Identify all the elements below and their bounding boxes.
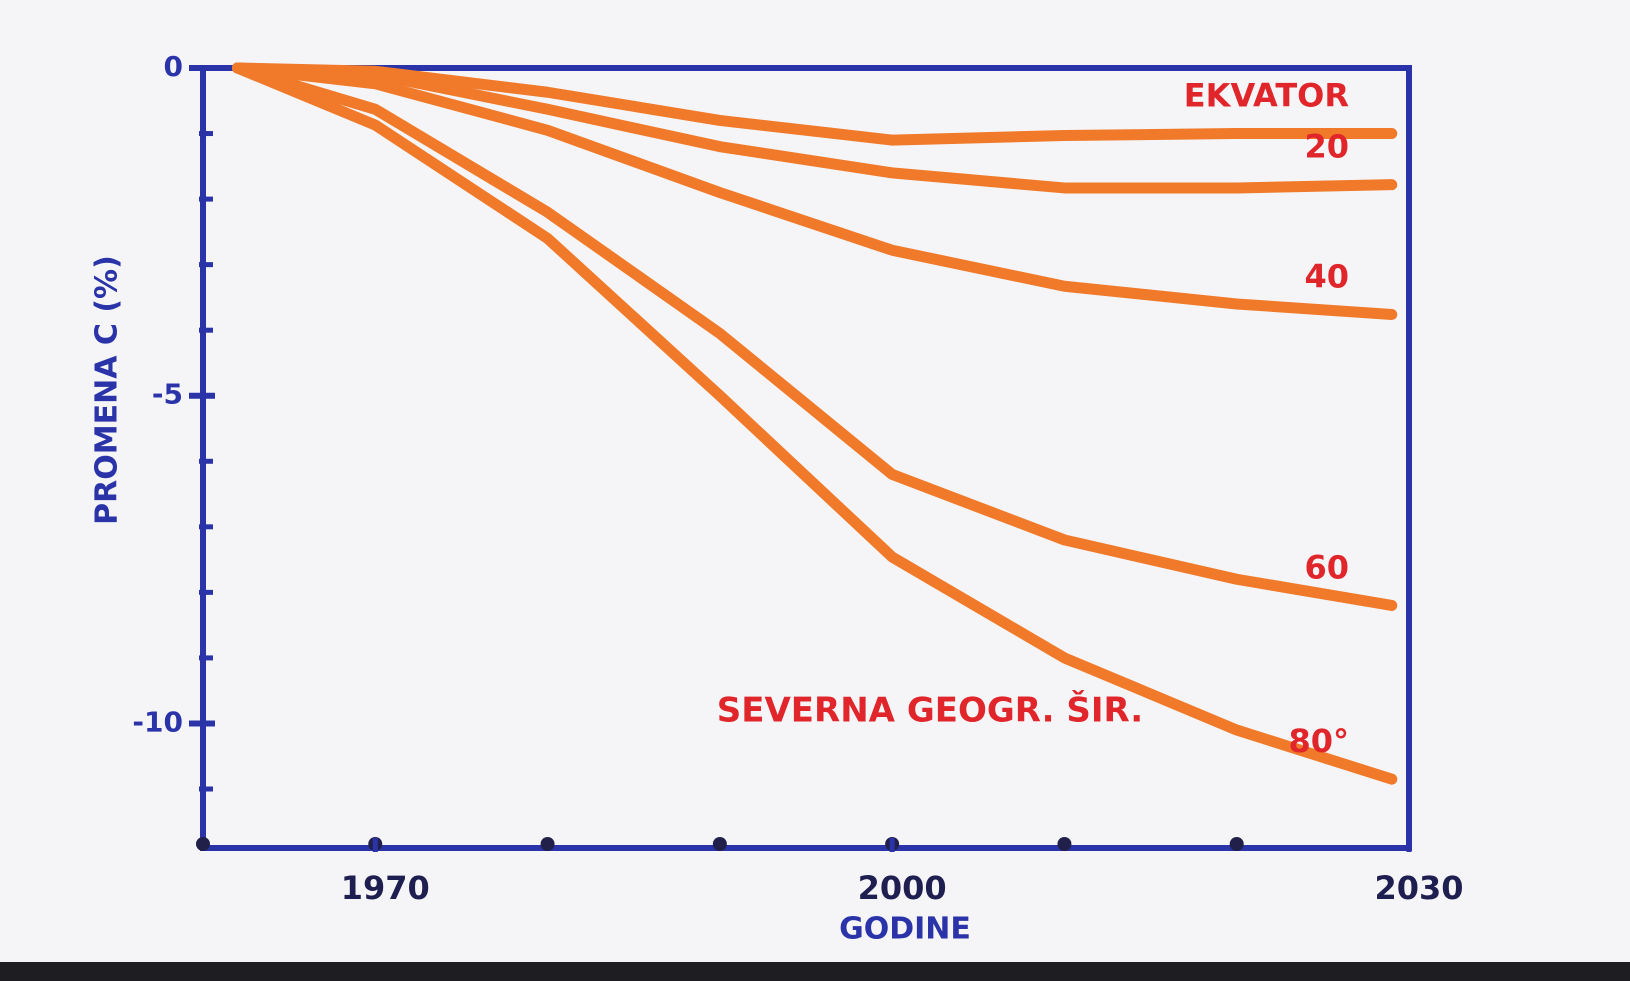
- annotation: SEVERNA GEOGR. ŠIR.: [717, 690, 1143, 731]
- x-tick-label: 2030: [1374, 869, 1463, 907]
- series-line: [231, 62, 1398, 785]
- x-minor-tick: [1057, 837, 1072, 851]
- x-tick-label: 2000: [858, 869, 947, 907]
- plot-frame: [200, 65, 1412, 851]
- x-minor-tick: [712, 837, 727, 851]
- y-tick-label: -10: [132, 705, 183, 738]
- series-line: [231, 62, 1398, 194]
- series-label: 20: [1304, 128, 1349, 166]
- x-minor-tick: [1229, 837, 1244, 851]
- x-minor-tick: [196, 837, 210, 851]
- y-axis-label: PROMENA C (%): [90, 255, 125, 525]
- x-tick-label: 1970: [341, 869, 430, 907]
- y-tick-label: -5: [152, 378, 183, 411]
- x-axis-label: GODINE: [839, 912, 971, 947]
- series-label: 60: [1304, 548, 1349, 586]
- series-label: 80°: [1288, 722, 1349, 760]
- series-label: 40: [1304, 257, 1349, 295]
- y-tick-label: 0: [164, 50, 183, 83]
- series-line: [231, 62, 1398, 611]
- x-minor-tick: [540, 837, 555, 851]
- series-label: EKVATOR: [1184, 77, 1349, 115]
- series-line: [231, 62, 1398, 320]
